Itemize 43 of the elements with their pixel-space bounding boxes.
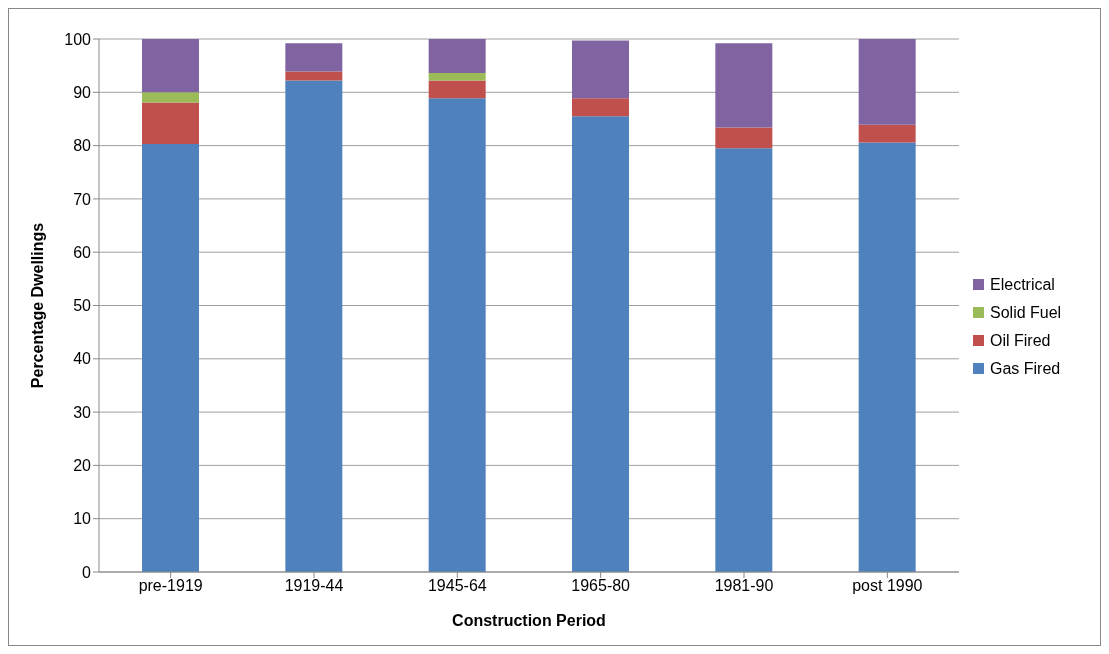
y-tick-label: 20 [73, 457, 92, 475]
bar [142, 102, 199, 144]
y-tick-label: 100 [64, 30, 92, 48]
bar [715, 127, 773, 149]
x-tick-label: pre-1919 [138, 577, 203, 595]
bar [142, 144, 199, 572]
bar [715, 148, 773, 572]
x-axis-title: Construction Period [452, 612, 606, 629]
legend-label: Oil Fired [990, 331, 1051, 350]
bar [285, 43, 343, 72]
y-tick-label: 50 [73, 297, 92, 315]
legend-label: Solid Fuel [990, 303, 1062, 322]
bar [285, 80, 343, 572]
bar [142, 92, 199, 103]
y-tick-label: 70 [73, 190, 92, 208]
bar [142, 39, 199, 93]
y-tick-label: 40 [73, 350, 92, 368]
bar [572, 98, 629, 117]
bar [428, 73, 486, 81]
bar [572, 40, 629, 99]
bar [858, 39, 916, 125]
bar [428, 80, 486, 99]
bar [285, 71, 343, 81]
x-tick-label: 1919-44 [284, 577, 344, 595]
bar [428, 98, 486, 572]
bar [858, 142, 916, 572]
bar [858, 124, 916, 143]
y-tick-label: 60 [73, 243, 92, 261]
bar [428, 39, 486, 74]
legend-label: Gas Fired [990, 359, 1061, 378]
x-tick-label: post 1990 [852, 577, 923, 595]
y-tick-label: 0 [82, 563, 92, 581]
x-tick-label: 1965-80 [571, 577, 631, 595]
bar [572, 116, 629, 572]
y-tick-label: 90 [73, 83, 92, 101]
y-axis-title: Percentage Dwellings [28, 222, 46, 389]
y-tick-label: 10 [73, 510, 92, 528]
x-tick-label: 1945-64 [427, 577, 487, 595]
x-tick-label: 1981-90 [714, 577, 774, 595]
y-tick-label: 30 [73, 403, 92, 421]
bar [715, 43, 773, 128]
legend-label: Electrical [990, 275, 1055, 294]
y-tick-label: 80 [73, 137, 92, 155]
